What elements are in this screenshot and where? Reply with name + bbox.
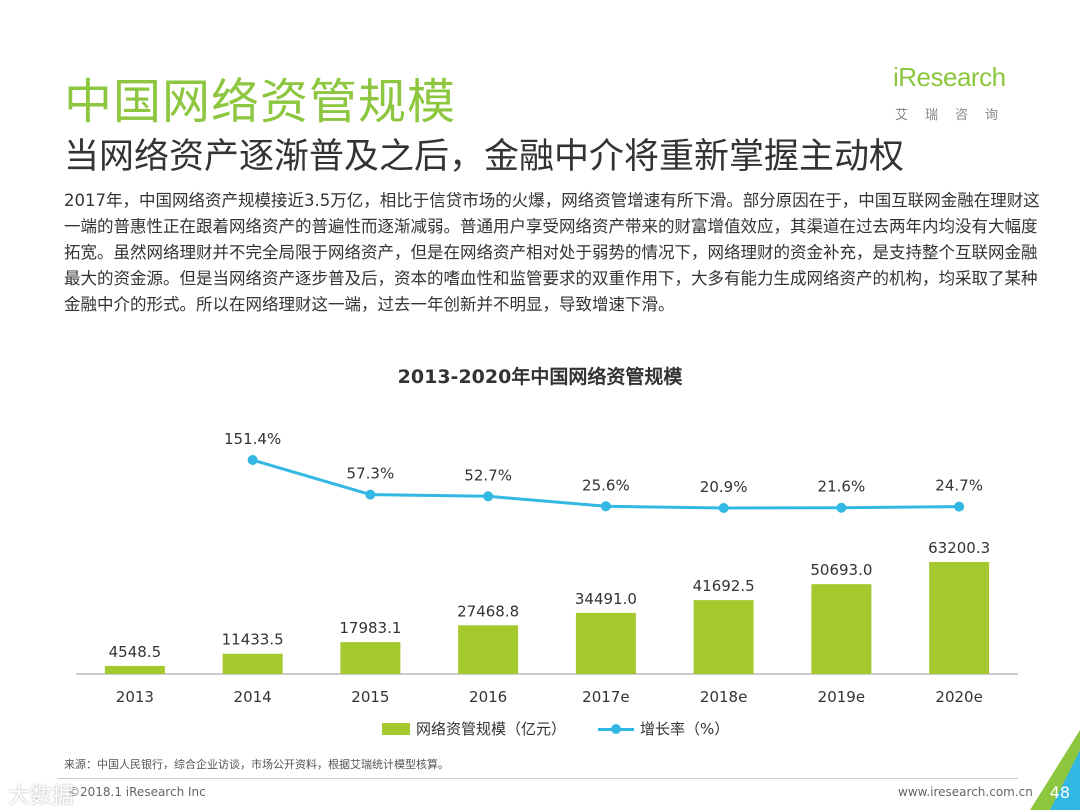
page-subtitle: 当网络资产逐渐普及之后，金融中介将重新掌握主动权	[64, 137, 905, 177]
watermark: 大数据	[8, 784, 75, 809]
x-tick-label: 2018e	[700, 688, 747, 706]
growth-point	[483, 491, 494, 502]
growth-value-label: 20.9%	[700, 478, 748, 496]
bar-value-label: 63200.3	[928, 539, 990, 557]
bar	[340, 642, 401, 674]
logo-subtext: 艾瑞咨询	[895, 108, 1016, 123]
bar-value-label: 4548.5	[109, 643, 162, 661]
bar	[458, 625, 519, 674]
bar-value-label: 17983.1	[339, 619, 401, 637]
footer-url: www.iresearch.com.cn	[898, 785, 1033, 799]
x-tick-label: 2020e	[935, 688, 982, 706]
legend-line-label: 增长率（%）	[640, 720, 730, 738]
growth-point	[836, 502, 847, 513]
corner-decoration	[1030, 730, 1080, 810]
bar	[222, 653, 283, 674]
growth-value-label: 25.6%	[582, 476, 630, 494]
bar-value-label: 27468.8	[457, 602, 519, 620]
legend-line-swatch	[598, 723, 635, 735]
legend-bar-label: 网络资管规模（亿元）	[416, 720, 567, 738]
x-tick-label: 2019e	[818, 688, 865, 706]
growth-value-label: 24.7%	[935, 477, 983, 495]
bar-value-label: 41692.5	[693, 577, 755, 595]
bar-value-label: 34491.0	[575, 590, 637, 608]
bar	[693, 600, 754, 674]
page-number: 48	[1049, 783, 1070, 802]
footer-divider	[58, 778, 1018, 779]
chart-title: 2013-2020年中国网络资管规模	[397, 366, 683, 388]
source-note: 来源：中国人民银行，综合企业访谈，市场公开资料，根据艾瑞统计模型核算。	[64, 758, 449, 771]
bar	[575, 612, 636, 674]
growth-point	[954, 501, 965, 512]
growth-point	[247, 455, 258, 465]
growth-value-label: 151.4%	[224, 430, 281, 448]
bar	[929, 562, 990, 674]
legend-bar-swatch	[382, 722, 410, 735]
iresearch-logo: iResearch 艾瑞咨询	[893, 62, 1033, 123]
growth-point	[365, 489, 376, 500]
bar-value-label: 11433.5	[222, 631, 284, 649]
growth-point	[718, 503, 729, 513]
chart-legend: 网络资管规模（亿元） 增长率（%）	[382, 718, 729, 739]
bar	[811, 584, 872, 674]
footer-company: ©2018.1 iResearch Inc	[68, 785, 206, 799]
growth-value-label: 57.3%	[347, 465, 395, 483]
growth-value-label: 21.6%	[818, 478, 866, 496]
growth-value-label: 52.7%	[464, 466, 512, 484]
body-paragraph: 2017年，中国网络资产规模接近3.5万亿，相比于信贷市场的火爆，网络资管增速有…	[64, 191, 1040, 314]
bar-value-label: 50693.0	[810, 561, 872, 579]
x-tick-label: 2015	[351, 688, 389, 706]
x-tick-label: 2014	[234, 688, 272, 706]
chart: 4548.5 2013 11433.5 2014 17983.1 2015 27468.8 2…	[76, 430, 1018, 706]
bar	[104, 665, 165, 674]
growth-point	[600, 501, 611, 512]
x-tick-label: 2017e	[582, 688, 629, 706]
page-title: 中国网络资管规模	[64, 74, 457, 130]
x-tick-label: 2016	[469, 688, 507, 706]
x-tick-label: 2013	[116, 688, 154, 706]
logo-text: iResearch	[893, 62, 1006, 92]
